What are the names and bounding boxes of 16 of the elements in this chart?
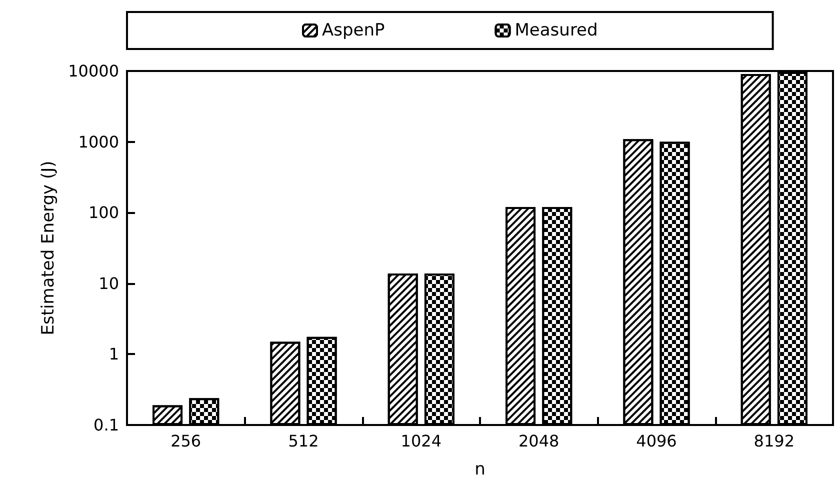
x-tick-label: 2048 bbox=[518, 432, 560, 450]
x-tick-label: 8192 bbox=[754, 432, 795, 450]
x-tick-label: 256 bbox=[170, 432, 202, 450]
y-tick-label: 100 bbox=[88, 203, 119, 222]
x-axis-title: n bbox=[474, 460, 486, 480]
x-tick-label: 512 bbox=[288, 432, 319, 450]
legend-label: AspenP bbox=[322, 20, 385, 40]
x-tick-label: 4096 bbox=[636, 432, 677, 450]
x-tick-label: 1024 bbox=[400, 432, 442, 450]
y-tick-label: 10 bbox=[98, 274, 119, 293]
y-tick-label: 10000 bbox=[68, 62, 119, 80]
legend-label: Measured bbox=[514, 20, 598, 40]
y-axis-title: Estimated Energy (J) bbox=[38, 160, 59, 336]
y-tick-label: 0.1 bbox=[94, 416, 119, 434]
y-tick-label: 1000 bbox=[78, 132, 119, 152]
y-tick-label: 1 bbox=[108, 344, 119, 364]
